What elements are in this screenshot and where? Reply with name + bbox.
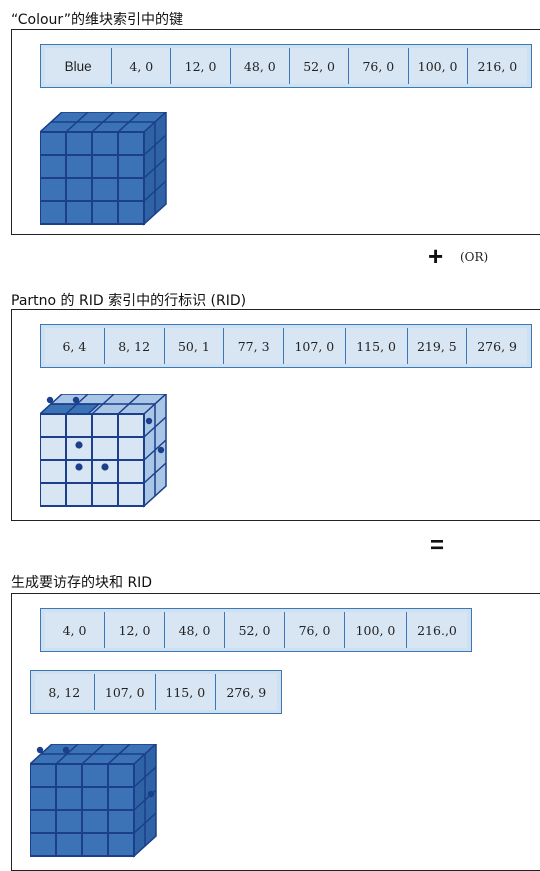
key-cell: Blue xyxy=(45,48,113,84)
rid-cell: 115, 0 xyxy=(156,674,216,710)
equals-icon: = xyxy=(430,532,445,559)
block-cell: 216.,0 xyxy=(407,612,467,648)
rid-cell: 107, 0 xyxy=(94,674,157,710)
rid-cell: 77, 3 xyxy=(224,328,284,364)
section3-panel: 4, 0 12, 0 48, 0 52, 0 76, 0 100, 0 216.… xyxy=(11,593,540,871)
section1-title: “Colour”的维块索引中的键 xyxy=(11,12,184,28)
rid-cell: 219, 5 xyxy=(407,328,468,364)
colour-key-row: Blue 4, 0 12, 0 48, 0 52, 0 76, 0 100, 0… xyxy=(40,44,532,88)
rid-cell: 107, 0 xyxy=(284,328,346,364)
result-rids-row: 8, 12 107, 0 115, 0 276, 9 xyxy=(30,670,282,714)
rid-cell: 115, 0 xyxy=(345,328,408,364)
rid-cell: 8, 12 xyxy=(35,674,95,710)
block-cell: 12, 0 xyxy=(105,612,165,648)
section2-panel: 6, 4 8, 12 50, 1 77, 3 107, 0 115, 0 219… xyxy=(11,309,540,521)
result-blocks-row: 4, 0 12, 0 48, 0 52, 0 76, 0 100, 0 216.… xyxy=(40,608,472,652)
rid-cell: 50, 1 xyxy=(164,328,225,364)
rid-cell: 276, 9 xyxy=(215,674,278,710)
cube-blocks-icon xyxy=(40,112,168,226)
key-cell: 76, 0 xyxy=(349,48,409,84)
key-cell: 12, 0 xyxy=(171,48,231,84)
section3-title: 生成要访存的块和 RID xyxy=(11,575,153,591)
or-label: (OR) xyxy=(460,250,489,264)
block-cell: 48, 0 xyxy=(165,612,225,648)
key-cell: 4, 0 xyxy=(112,48,172,84)
plus-icon: + xyxy=(428,241,444,271)
block-cell: 4, 0 xyxy=(45,612,105,648)
block-cell: 76, 0 xyxy=(285,612,345,648)
key-cell: 52, 0 xyxy=(289,48,350,84)
cube-rows-icon xyxy=(40,394,168,508)
block-cell: 52, 0 xyxy=(225,612,285,648)
rid-cell: 6, 4 xyxy=(45,328,105,364)
rid-cell: 8, 12 xyxy=(104,328,165,364)
rid-row: 6, 4 8, 12 50, 1 77, 3 107, 0 115, 0 219… xyxy=(40,324,532,368)
key-cell: 216, 0 xyxy=(467,48,528,84)
rid-cell: 276, 9 xyxy=(467,328,527,364)
block-cell: 100, 0 xyxy=(345,612,407,648)
cube-result-icon xyxy=(30,744,158,858)
key-cell: 48, 0 xyxy=(230,48,290,84)
section1-panel: Blue 4, 0 12, 0 48, 0 52, 0 76, 0 100, 0… xyxy=(11,29,540,235)
key-cell: 100, 0 xyxy=(408,48,468,84)
section2-title: Partno 的 RID 索引中的行标识 (RID) xyxy=(11,293,247,309)
